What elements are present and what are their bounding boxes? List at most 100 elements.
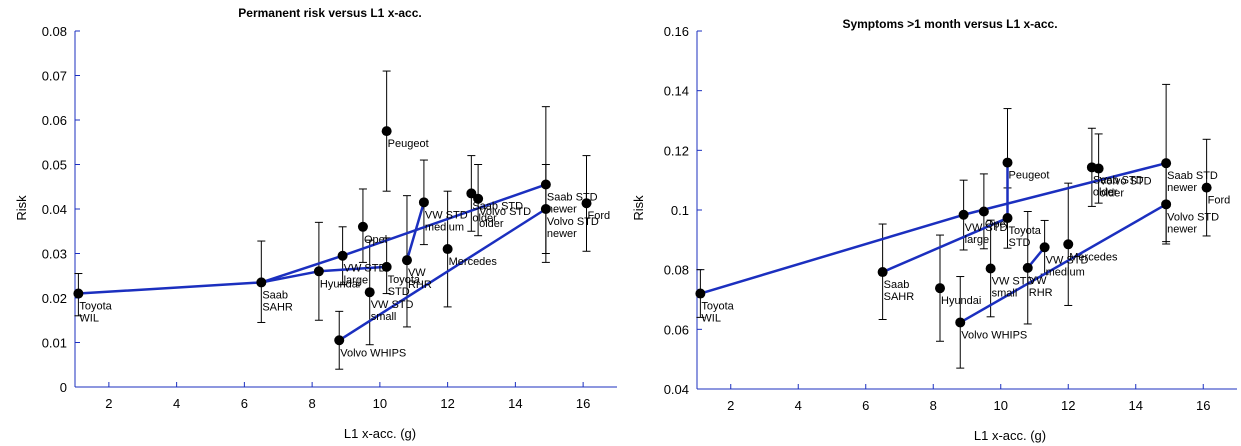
data-point xyxy=(1063,239,1074,250)
y-axis-label: Risk xyxy=(631,195,646,221)
y-tick-label: 0 xyxy=(60,380,67,395)
data-point xyxy=(364,287,375,298)
y-tick-label: 0.06 xyxy=(42,113,67,128)
y-tick-label: 0.16 xyxy=(664,24,689,39)
point-label: VW STD large xyxy=(344,263,387,287)
series-line xyxy=(959,203,1167,324)
data-point xyxy=(958,209,969,220)
y-tick-label: 0.07 xyxy=(42,69,67,84)
point-label: Hyundai xyxy=(320,278,360,290)
x-tick-label: 6 xyxy=(241,396,248,411)
point-label: Volvo STD newer xyxy=(1167,211,1219,235)
point-label: Ford xyxy=(588,210,611,222)
point-label: Toyota WIL xyxy=(79,301,112,325)
series-line xyxy=(405,201,426,261)
point-label: Volvo STD older xyxy=(1100,176,1152,200)
y-tick-label: 0.01 xyxy=(42,336,67,351)
data-point xyxy=(877,267,888,278)
data-point xyxy=(955,317,966,328)
data-point xyxy=(337,250,348,261)
y-tick-label: 0.06 xyxy=(664,322,689,337)
x-axis-label: L1 x-acc. (g) xyxy=(344,426,416,441)
x-tick-label: 12 xyxy=(440,396,454,411)
data-point xyxy=(466,188,477,199)
point-label: Toyota STD xyxy=(388,274,421,298)
data-point xyxy=(334,335,345,346)
point-label: VW STD medium xyxy=(425,209,468,233)
point-label: Volvo WHIPS xyxy=(961,329,1027,341)
point-label: VW STD small xyxy=(371,299,414,323)
data-point xyxy=(73,288,84,299)
point-label: Opel xyxy=(364,234,387,246)
point-label: Peugeot xyxy=(1009,170,1050,182)
point-label: Toyota STD xyxy=(1009,225,1042,249)
data-point xyxy=(1161,158,1172,169)
y-tick-label: 0.04 xyxy=(664,382,689,397)
point-label: Mercedes xyxy=(1069,251,1118,263)
data-point xyxy=(418,197,429,208)
y-tick-label: 0.05 xyxy=(42,158,67,173)
point-label: VW RHR xyxy=(1029,275,1053,299)
x-tick-label: 8 xyxy=(930,398,937,413)
point-label: Opel xyxy=(985,218,1008,230)
x-tick-label: 16 xyxy=(1196,398,1210,413)
x-tick-label: 10 xyxy=(373,396,387,411)
data-point xyxy=(540,204,551,214)
point-label: VW RHR xyxy=(408,267,432,291)
point-label: Volvo STD newer xyxy=(547,216,599,240)
y-axis-label: Risk xyxy=(14,195,29,221)
x-tick-label: 2 xyxy=(727,398,734,413)
series-line xyxy=(338,207,547,342)
chart-permanent-risk: Permanent risk versus L1 x-acc. Risk L1 … xyxy=(14,6,617,441)
x-tick-label: 6 xyxy=(862,398,869,413)
chart-symptoms-1-month: Symptoms >1 month versus L1 x-acc. Risk … xyxy=(631,17,1237,443)
data-point xyxy=(473,193,484,204)
point-label: Volvo STD older xyxy=(479,206,531,230)
data-point xyxy=(381,126,392,137)
point-label: Saab SAHR xyxy=(262,289,293,313)
point-label: VW STD small xyxy=(992,275,1035,299)
x-tick-label: 16 xyxy=(576,396,590,411)
point-label: Saab STD older xyxy=(472,200,523,224)
x-tick-label: 2 xyxy=(105,396,112,411)
point-label: VW STD medium xyxy=(1046,254,1089,278)
y-tick-label: 0.14 xyxy=(664,84,689,99)
y-tick-label: 0.03 xyxy=(42,247,67,262)
point-label: Toyota WIL xyxy=(701,301,734,325)
series-line xyxy=(260,183,547,284)
x-axis-label: L1 x-acc. (g) xyxy=(974,428,1046,443)
x-tick-label: 12 xyxy=(1061,398,1075,413)
point-label: Hyundai xyxy=(941,295,981,307)
data-point xyxy=(1161,199,1172,210)
data-point xyxy=(381,261,392,272)
data-point xyxy=(1093,163,1104,174)
data-point xyxy=(1002,157,1013,168)
point-label: VW STD large xyxy=(965,222,1008,246)
y-tick-label: 0.02 xyxy=(42,291,67,306)
data-point xyxy=(357,221,368,232)
chart-title: Permanent risk versus L1 x-acc. xyxy=(238,6,421,20)
data-point xyxy=(256,277,267,288)
x-tick-label: 4 xyxy=(795,398,802,413)
y-tick-label: 0.08 xyxy=(664,263,689,278)
data-point xyxy=(401,255,412,266)
point-label: Peugeot xyxy=(388,138,429,150)
data-point xyxy=(581,198,592,209)
data-point xyxy=(695,288,706,299)
data-point xyxy=(1022,262,1033,273)
data-point xyxy=(1201,182,1212,193)
series-line xyxy=(78,265,387,295)
x-tick-label: 4 xyxy=(173,396,180,411)
y-tick-label: 0.12 xyxy=(664,143,689,158)
point-label: Saab STD newer xyxy=(1167,170,1218,194)
point-label: Ford xyxy=(1208,195,1231,207)
data-point xyxy=(540,179,551,190)
data-point xyxy=(1002,213,1013,224)
series-line xyxy=(882,162,1009,274)
x-tick-label: 14 xyxy=(1129,398,1143,413)
y-tick-label: 0.08 xyxy=(42,24,67,39)
data-point xyxy=(985,263,996,274)
x-tick-label: 14 xyxy=(508,396,522,411)
y-tick-label: 0.04 xyxy=(42,202,67,217)
